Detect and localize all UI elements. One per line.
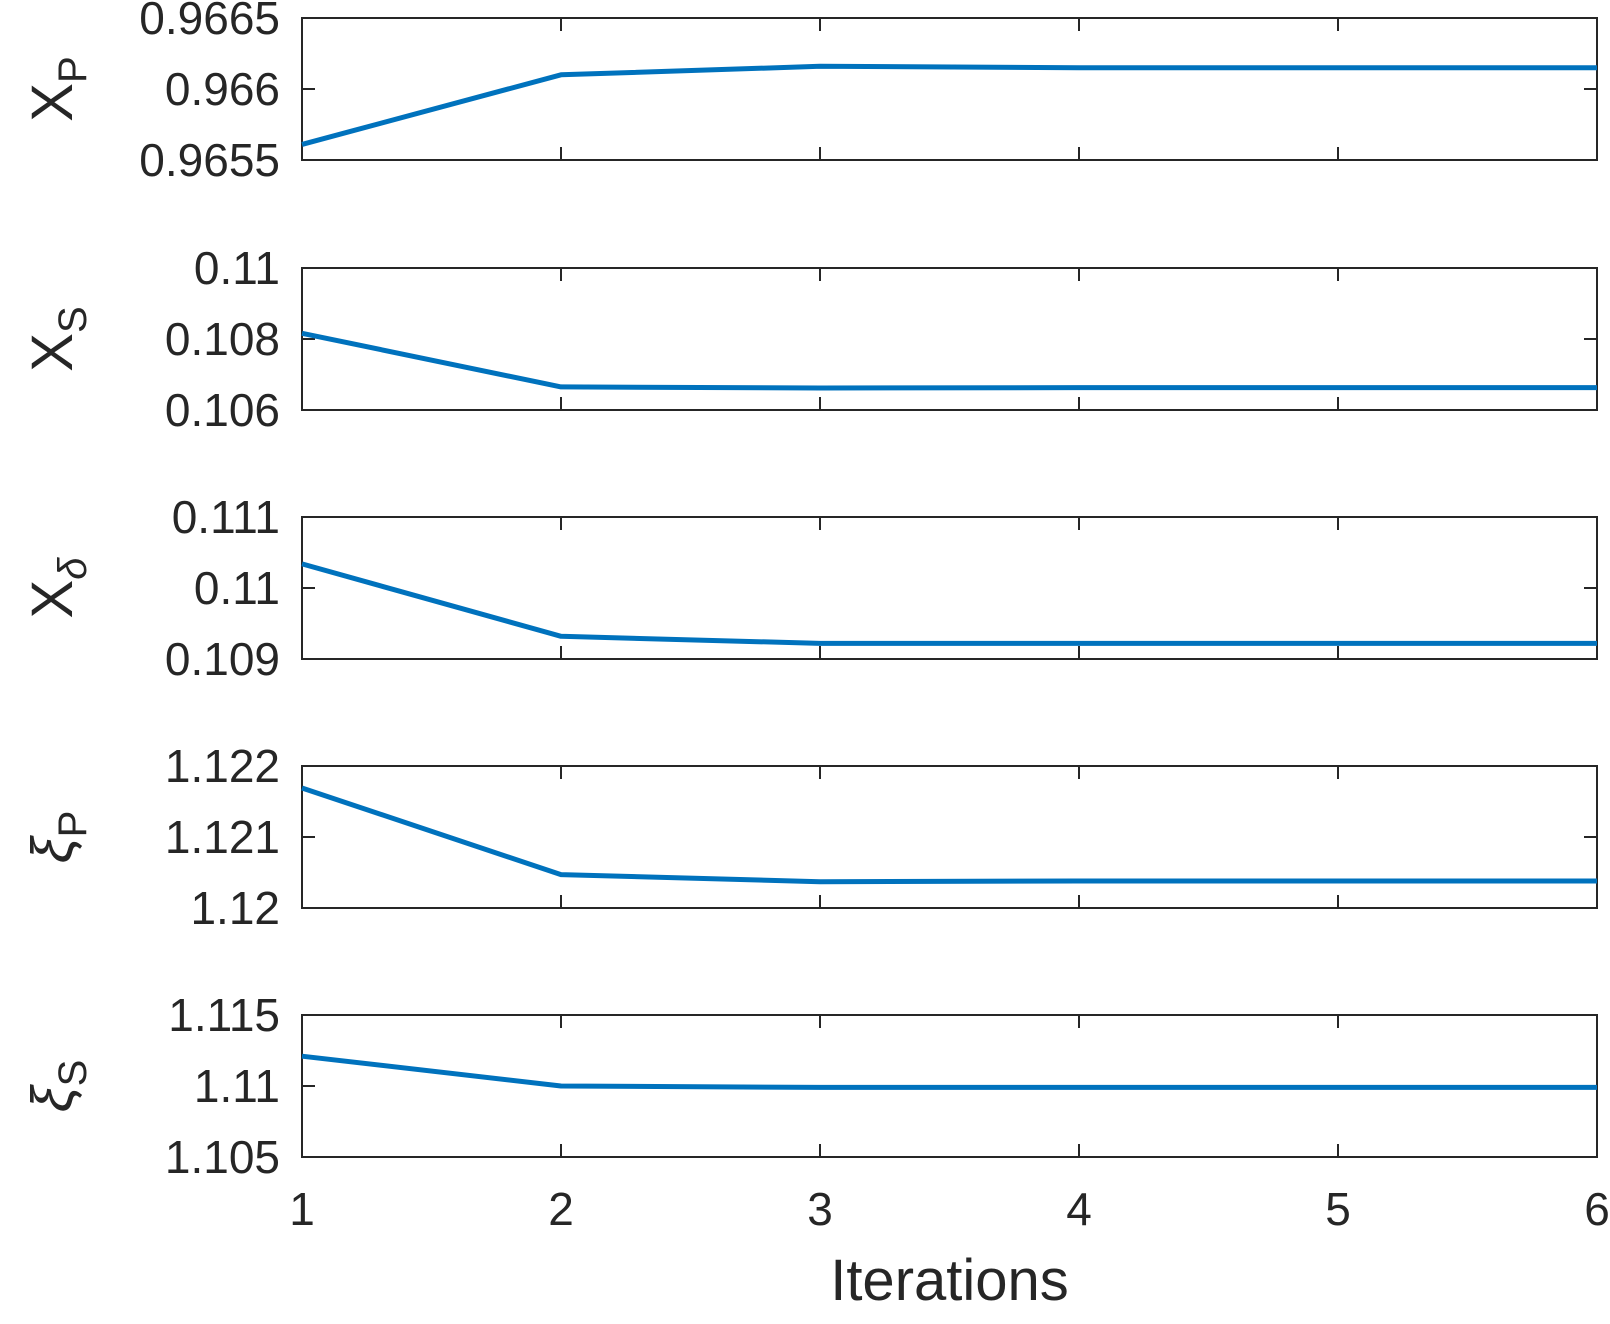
subplot-5-series-line [301, 1053, 1597, 1090]
subplot-2-ylabel: XS [20, 306, 95, 371]
subplot-1-ytick-label: 0.9665 [139, 0, 280, 44]
subplot-2: 0.106 0.108 0.11 XS [20, 242, 1598, 436]
subplot-5-ytick-label: 1.115 [168, 989, 280, 1041]
subplot-4-ytick-label: 1.12 [190, 882, 280, 934]
subplot-1-frame [301, 17, 1598, 161]
x-axis-title: Iterations [830, 1248, 1069, 1313]
subplot-3-ylabel: Xδ [20, 557, 95, 619]
subplot-4-ylabel-main: ξ [20, 834, 85, 863]
subplot-3-ytick-label: 0.11 [194, 562, 280, 614]
subplots-layer: 0.96550.9660.9665XP0.1060.1080.11XS0.109… [20, 0, 1598, 1183]
subplot-4-frame [301, 765, 1598, 909]
subplot-5-ylabel-main: ξ [20, 1083, 85, 1112]
subplot-4-ytick-label: 1.122 [165, 740, 280, 792]
subplot-5-ytick-label: 1.11 [194, 1060, 280, 1112]
subplot-3-ylabel-sub: δ [51, 557, 95, 580]
subplot-2-ytick-label: 0.106 [165, 384, 280, 436]
subplot-5-ylabel-sub: S [51, 1060, 95, 1087]
subplot-3-series-line [301, 561, 1597, 646]
subplot-3: 0.109 0.11 0.111 Xδ [20, 491, 1598, 685]
subplot-1-ytick-label: 0.966 [165, 63, 280, 115]
subplot-4-ytick-label: 1.121 [165, 811, 280, 863]
subplot-3-frame [301, 516, 1598, 660]
subplot-1: 0.9655 0.966 0.9665 XP [20, 0, 1598, 186]
subplot-4-series-line [301, 785, 1597, 885]
x-axis: Iterations 1 2 3 4 5 6 [289, 1183, 1610, 1313]
subplot-3-ytick-label: 0.109 [165, 633, 280, 685]
subplot-3-ylabel-main: X [20, 580, 85, 619]
subplot-4: 1.12 1.121 1.122 ξP [20, 740, 1598, 934]
subplot-2-ylabel-sub: S [51, 306, 95, 333]
x-tick-label: 5 [1325, 1183, 1351, 1235]
subplot-1-ytick-label: 0.9655 [139, 134, 280, 186]
subplot-2-ytick-label: 0.11 [194, 242, 280, 294]
x-tick-label: 6 [1584, 1183, 1610, 1235]
subplot-1-ylabel-main: X [20, 83, 85, 122]
subplot-4-ylabel: ξP [20, 811, 95, 864]
x-tick-label: 4 [1066, 1183, 1092, 1235]
subplot-5-ytick-label: 1.105 [165, 1131, 280, 1183]
subplot-4-ylabel-sub: P [51, 811, 95, 838]
subplot-5: 1.105 1.11 1.115 ξS [20, 989, 1598, 1183]
subplot-1-ylabel-sub: P [51, 56, 95, 83]
subplot-2-series-line [301, 330, 1597, 391]
subplot-2-ytick-label: 0.108 [165, 313, 280, 365]
subplot-3-ytick-label: 0.111 [172, 491, 280, 543]
subplot-1-series-line [301, 63, 1597, 147]
x-tick-label: 2 [548, 1183, 574, 1235]
subplot-5-ylabel: ξS [20, 1060, 95, 1113]
subplot-1-ylabel: XP [20, 56, 95, 121]
x-tick-label: 3 [807, 1183, 833, 1235]
subplot-2-ylabel-main: X [20, 333, 85, 372]
x-tick-label: 1 [289, 1183, 315, 1235]
